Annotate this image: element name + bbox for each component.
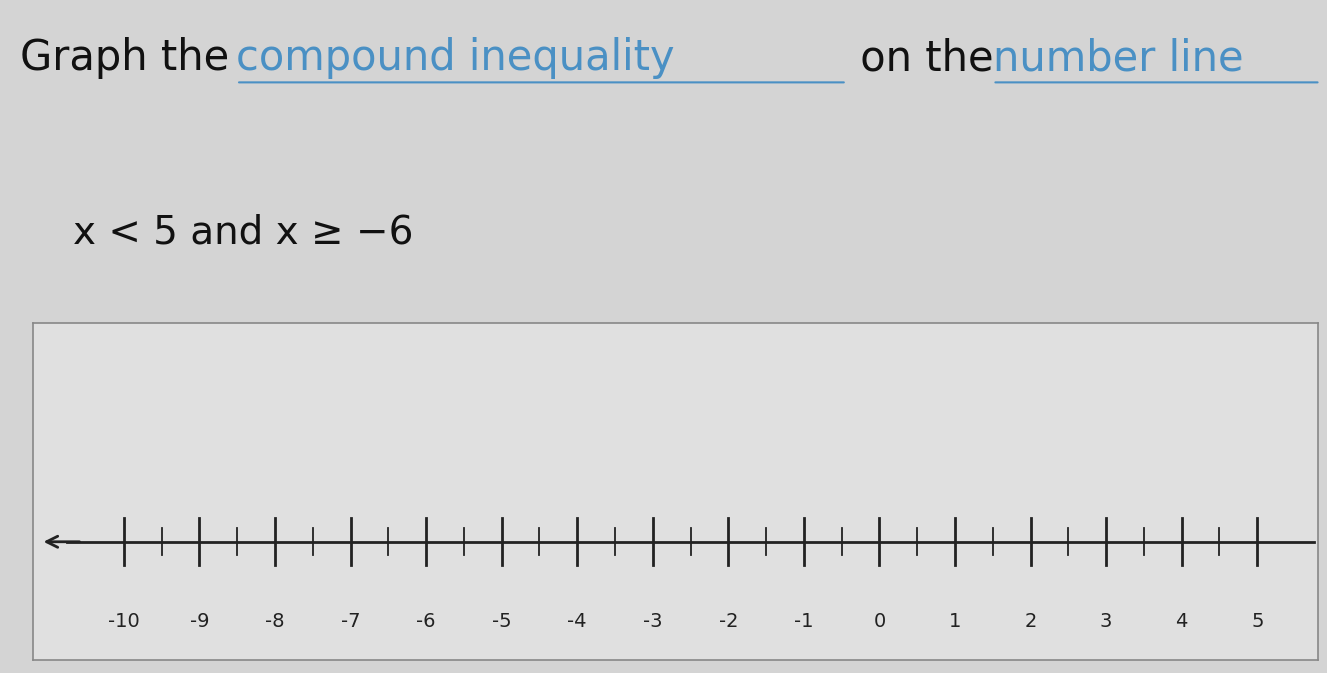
Text: number line: number line: [993, 37, 1243, 79]
Text: 1: 1: [949, 612, 961, 631]
Text: x < 5 and x ≥ −6: x < 5 and x ≥ −6: [73, 213, 414, 252]
Text: -6: -6: [417, 612, 435, 631]
Text: Graph the: Graph the: [20, 37, 243, 79]
Text: -8: -8: [265, 612, 285, 631]
Text: 3: 3: [1100, 612, 1112, 631]
Text: -7: -7: [341, 612, 361, 631]
Text: -5: -5: [492, 612, 511, 631]
Text: -3: -3: [644, 612, 662, 631]
Text: on the: on the: [847, 37, 1006, 79]
Text: -10: -10: [107, 612, 139, 631]
Text: -2: -2: [719, 612, 738, 631]
Text: -4: -4: [568, 612, 587, 631]
Text: 4: 4: [1176, 612, 1188, 631]
Text: 2: 2: [1024, 612, 1036, 631]
Text: 0: 0: [873, 612, 885, 631]
Text: -9: -9: [190, 612, 210, 631]
Text: -1: -1: [794, 612, 813, 631]
Text: compound inequality: compound inequality: [236, 37, 675, 79]
Text: 5: 5: [1251, 612, 1263, 631]
